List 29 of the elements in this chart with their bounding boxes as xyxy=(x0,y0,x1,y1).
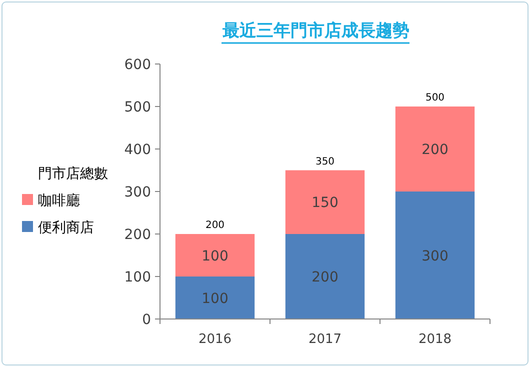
y-tick-label: 300 xyxy=(124,184,151,200)
y-tick-label: 0 xyxy=(142,312,151,328)
total-label: 500 xyxy=(425,92,445,104)
y-tick-label: 100 xyxy=(124,270,151,286)
total-label: 350 xyxy=(315,156,335,168)
y-tick-label: 400 xyxy=(124,142,151,158)
bar xyxy=(285,170,365,234)
total-label: 200 xyxy=(205,220,225,231)
data-label: 100 xyxy=(202,248,228,264)
bar xyxy=(395,106,475,192)
bar xyxy=(395,192,475,319)
bar xyxy=(285,234,365,319)
chart-title: 最近三年門市店成長趨勢 xyxy=(222,21,410,41)
legend-label: 咖啡廳 xyxy=(38,193,80,209)
x-tick-label: 2018 xyxy=(418,332,452,347)
y-tick-label: 200 xyxy=(124,227,151,243)
legend-label: 便利商店 xyxy=(38,220,94,236)
data-label: 150 xyxy=(312,195,338,212)
legend-title: 門市店總數 xyxy=(38,166,108,182)
data-label: 300 xyxy=(422,248,448,264)
data-label: 200 xyxy=(312,270,338,286)
x-tick-label: 2016 xyxy=(198,332,232,347)
x-tick-label: 2017 xyxy=(308,332,342,347)
y-tick-label: 600 xyxy=(124,57,151,73)
data-label: 100 xyxy=(202,290,228,307)
bar xyxy=(175,234,255,276)
bar xyxy=(175,276,255,319)
data-label: 200 xyxy=(422,142,448,158)
y-tick-label: 500 xyxy=(124,100,151,116)
